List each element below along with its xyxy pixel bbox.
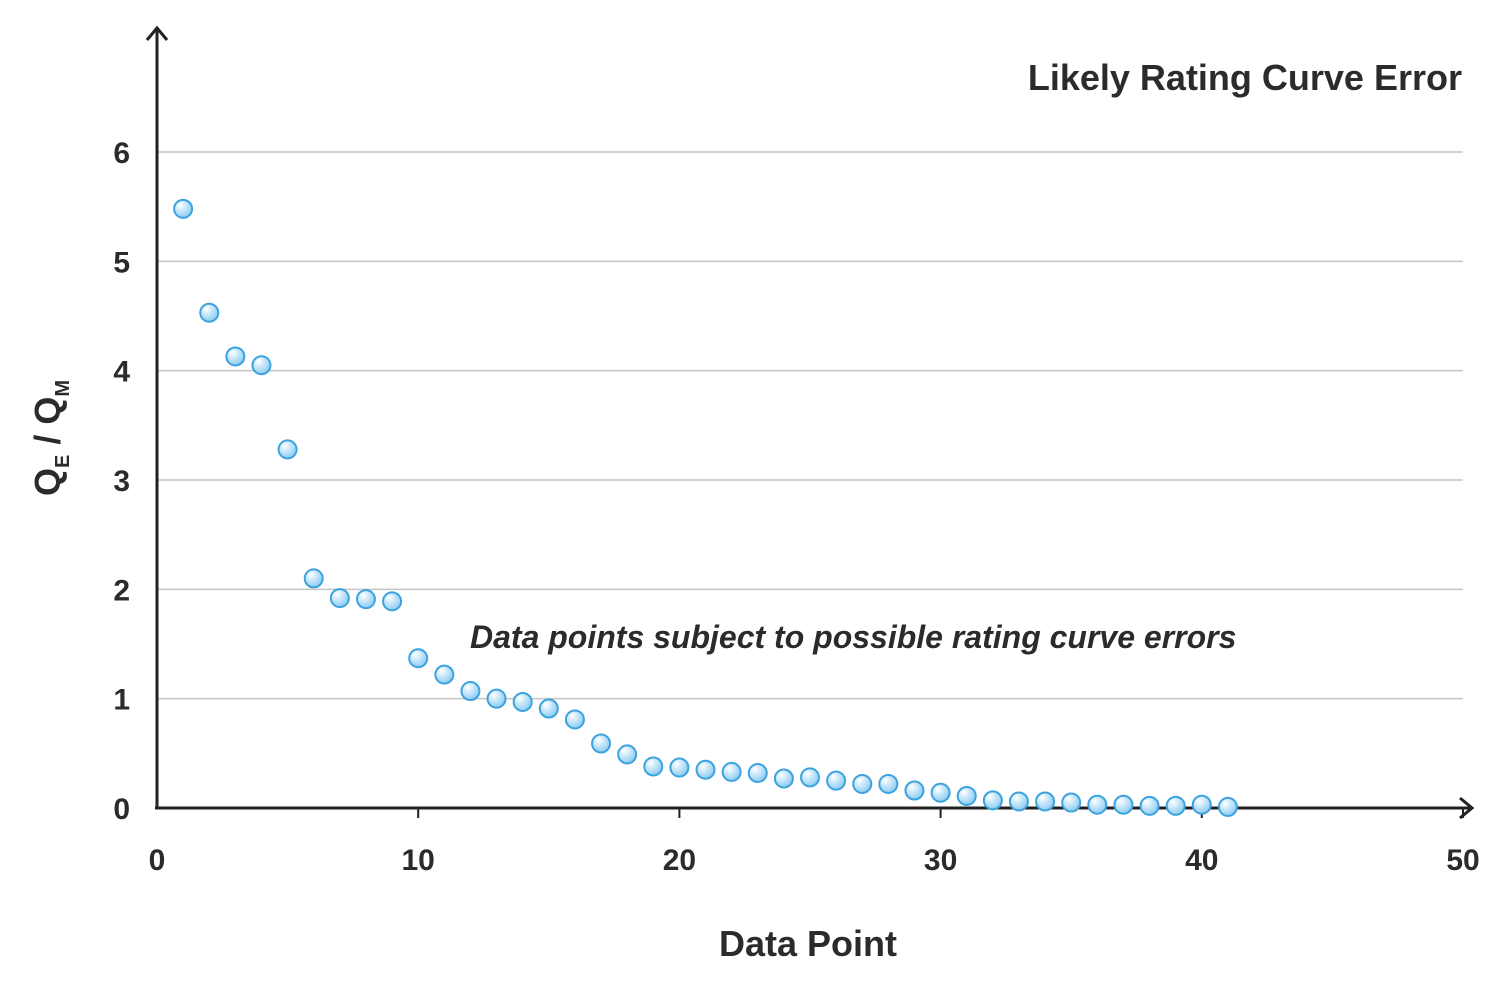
data-point bbox=[460, 681, 481, 702]
data-point bbox=[852, 773, 873, 794]
data-point bbox=[1061, 792, 1082, 813]
data-point bbox=[538, 698, 559, 719]
y-tick-label: 6 bbox=[113, 137, 130, 170]
gridlines bbox=[157, 151, 1463, 700]
x-tick-label: 10 bbox=[402, 844, 435, 877]
y-axis-title-sub-e: E bbox=[52, 455, 74, 468]
data-point bbox=[695, 759, 716, 780]
data-point bbox=[329, 588, 350, 609]
x-tick-label: 30 bbox=[924, 844, 957, 877]
data-point bbox=[747, 763, 768, 784]
y-tick-label: 3 bbox=[113, 465, 130, 498]
data-point bbox=[303, 568, 324, 589]
data-point bbox=[1035, 791, 1056, 812]
data-point bbox=[773, 768, 794, 789]
data-point bbox=[956, 785, 977, 806]
y-tick-label: 5 bbox=[113, 246, 130, 279]
annotation: Data points subject to possible rating c… bbox=[470, 619, 1236, 655]
data-points bbox=[173, 198, 1238, 817]
y-axis-title-separator: / bbox=[27, 425, 68, 455]
data-point bbox=[382, 591, 403, 612]
data-point bbox=[1139, 795, 1160, 816]
y-tick-label: 2 bbox=[113, 574, 130, 607]
data-point bbox=[512, 691, 533, 712]
data-point bbox=[1217, 796, 1238, 817]
data-point bbox=[591, 733, 612, 754]
data-point bbox=[800, 767, 820, 788]
data-point bbox=[904, 780, 925, 801]
data-point bbox=[721, 761, 742, 782]
data-point bbox=[1008, 791, 1029, 812]
x-tick-label: 20 bbox=[663, 844, 696, 877]
y-tick-label: 1 bbox=[113, 684, 130, 717]
data-point bbox=[225, 346, 246, 367]
data-point bbox=[1165, 795, 1186, 816]
data-point bbox=[564, 709, 585, 730]
y-axis-title-q1: Q bbox=[27, 468, 68, 496]
x-tick-label: 40 bbox=[1185, 844, 1218, 877]
data-point bbox=[486, 688, 507, 709]
data-point bbox=[826, 770, 847, 791]
y-axis-arrow bbox=[145, 25, 169, 41]
data-point bbox=[408, 648, 429, 669]
data-point bbox=[1191, 794, 1212, 815]
chart-title: Likely Rating Curve Error bbox=[1028, 57, 1462, 98]
data-point bbox=[643, 756, 664, 777]
x-axis-title: Data Point bbox=[719, 923, 897, 964]
data-point bbox=[1087, 794, 1108, 815]
x-tick-label: 0 bbox=[149, 844, 166, 877]
data-point bbox=[277, 439, 298, 460]
data-point bbox=[355, 589, 376, 610]
y-axis-title-sub-m: M bbox=[52, 380, 74, 397]
data-point bbox=[669, 757, 690, 778]
data-point bbox=[173, 198, 194, 219]
axes bbox=[145, 25, 1475, 820]
y-axis-title-q2: Q bbox=[27, 397, 68, 425]
y-tick-label: 4 bbox=[113, 356, 130, 389]
data-point bbox=[878, 773, 899, 794]
data-point bbox=[251, 355, 272, 376]
x-tick-label: 50 bbox=[1446, 844, 1479, 877]
data-point bbox=[617, 744, 638, 765]
y-tick-labels: 0 1 2 3 4 5 6 bbox=[113, 137, 130, 826]
data-point bbox=[434, 664, 455, 685]
data-point bbox=[1113, 794, 1134, 815]
x-tick-labels: 0 10 20 30 40 50 bbox=[149, 808, 1480, 877]
y-tick-label: 0 bbox=[113, 793, 130, 826]
data-point bbox=[982, 790, 1003, 811]
data-point bbox=[199, 302, 220, 323]
data-point bbox=[930, 782, 951, 803]
y-axis-title: QE / QM bbox=[27, 380, 74, 496]
